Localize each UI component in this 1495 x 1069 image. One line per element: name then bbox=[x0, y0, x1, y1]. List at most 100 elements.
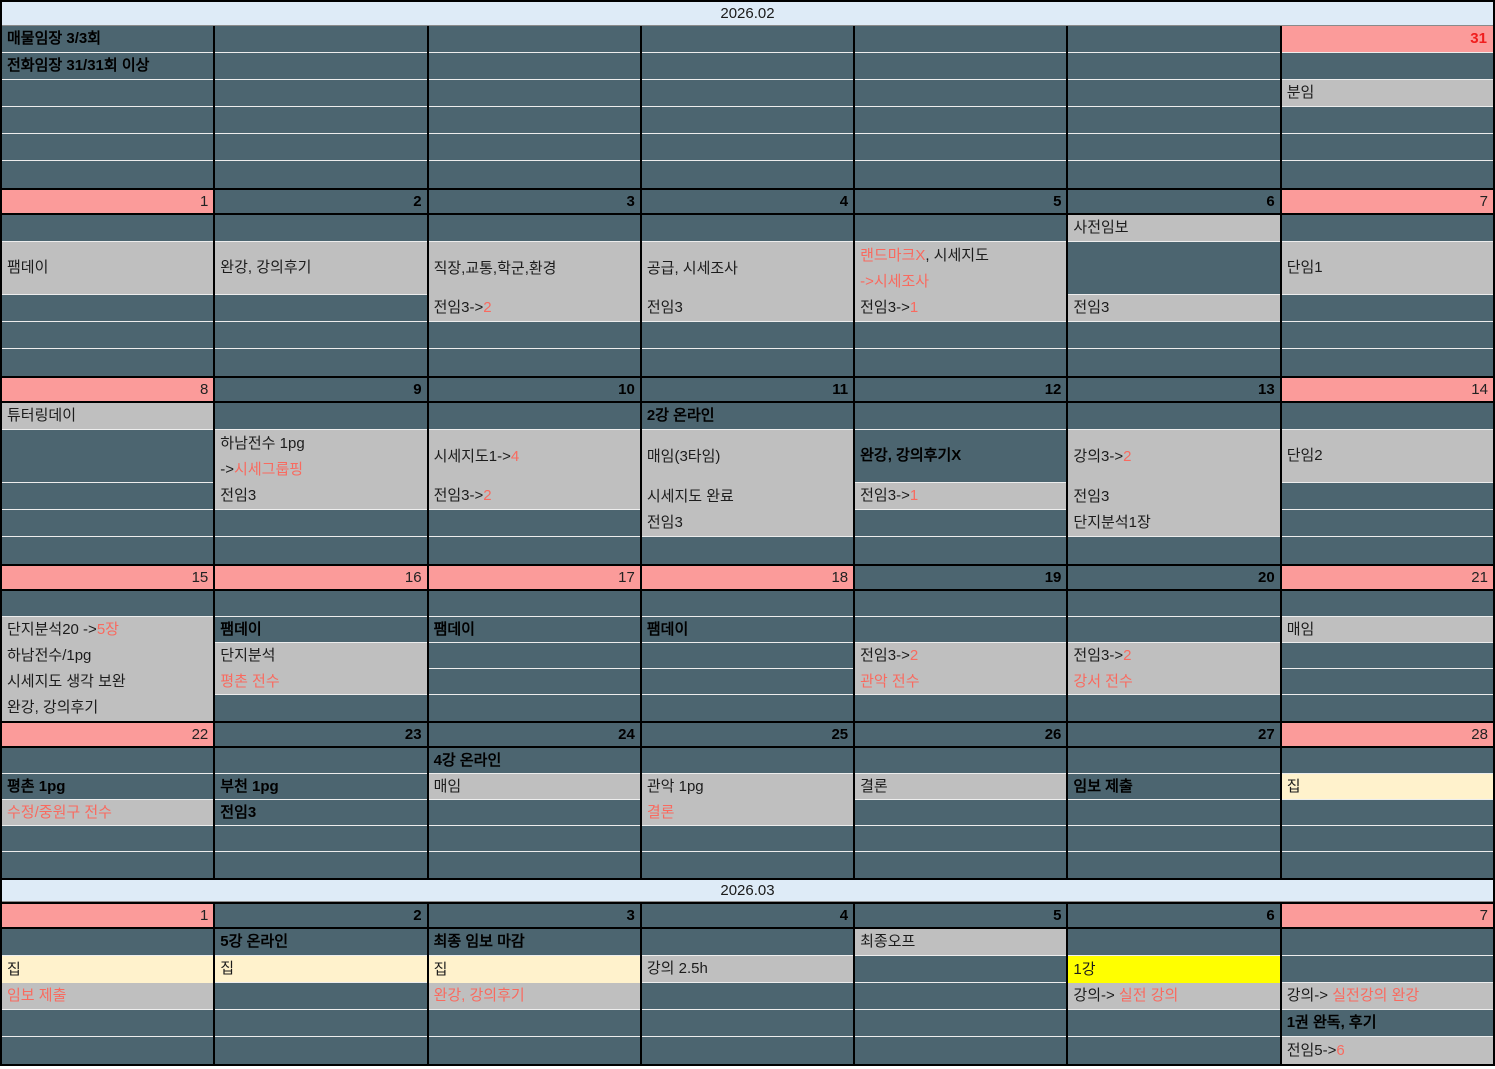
calendar-cell[interactable]: 전임5->6 bbox=[1281, 1037, 1493, 1064]
calendar-cell[interactable] bbox=[642, 537, 853, 564]
calendar-cell[interactable] bbox=[215, 134, 427, 161]
calendar-cell[interactable] bbox=[2, 349, 213, 376]
calendar-cell[interactable] bbox=[1068, 26, 1280, 53]
calendar-cell[interactable]: 튜터링데이 bbox=[2, 403, 214, 430]
calendar-cell[interactable] bbox=[215, 1037, 426, 1064]
calendar-cell[interactable] bbox=[2, 80, 214, 107]
calendar-cell[interactable] bbox=[1282, 161, 1493, 188]
calendar-cell[interactable] bbox=[642, 349, 853, 376]
calendar-cell[interactable] bbox=[428, 134, 640, 161]
calendar-cell[interactable] bbox=[2, 826, 214, 852]
calendar-cell[interactable] bbox=[855, 695, 1066, 721]
calendar-cell[interactable] bbox=[641, 1010, 854, 1037]
calendar-cell[interactable] bbox=[428, 800, 640, 826]
calendar-cell[interactable] bbox=[1068, 349, 1279, 376]
day-header-cell[interactable]: 1 bbox=[2, 904, 216, 927]
calendar-cell[interactable] bbox=[855, 852, 1066, 878]
calendar-cell[interactable] bbox=[429, 349, 640, 376]
calendar-cell[interactable] bbox=[2, 295, 214, 322]
calendar-cell[interactable] bbox=[1068, 617, 1280, 643]
calendar-cell[interactable]: 매임 bbox=[1281, 617, 1493, 643]
calendar-cell[interactable]: 팸데이 bbox=[215, 617, 427, 643]
day-header-cell[interactable]: 5 bbox=[855, 190, 1069, 213]
calendar-cell[interactable] bbox=[429, 852, 640, 878]
calendar-cell[interactable]: 완강, 강의후기 bbox=[428, 983, 640, 1010]
calendar-cell[interactable]: 집 bbox=[1281, 774, 1493, 800]
calendar-cell[interactable]: 전임3->2 관악 전수 bbox=[855, 643, 1067, 695]
calendar-cell[interactable] bbox=[1068, 403, 1280, 430]
calendar-cell[interactable] bbox=[1281, 403, 1493, 430]
calendar-cell[interactable] bbox=[2, 430, 214, 483]
calendar-cell[interactable] bbox=[1281, 800, 1493, 826]
calendar-cell[interactable] bbox=[855, 161, 1066, 188]
calendar-cell[interactable] bbox=[215, 349, 426, 376]
calendar-cell[interactable]: 단지분석 평촌 전수 bbox=[215, 643, 427, 695]
calendar-cell[interactable] bbox=[855, 537, 1066, 564]
calendar-cell[interactable]: 단지분석20 ->5장 하남전수/1pg 시세지도 생각 보완 완강, 강의후기 bbox=[2, 617, 214, 721]
calendar-cell[interactable] bbox=[215, 852, 426, 878]
calendar-cell[interactable] bbox=[855, 403, 1067, 430]
calendar-cell[interactable]: 단임1 bbox=[1281, 242, 1493, 295]
calendar-cell[interactable] bbox=[1281, 483, 1493, 510]
calendar-cell[interactable] bbox=[641, 134, 854, 161]
calendar-cell[interactable] bbox=[2, 107, 214, 134]
calendar-cell[interactable] bbox=[641, 826, 854, 852]
calendar-cell[interactable] bbox=[429, 1037, 640, 1064]
calendar-cell[interactable]: 완강, 강의후기 bbox=[215, 242, 427, 295]
calendar-cell[interactable] bbox=[855, 826, 1067, 852]
month-header[interactable]: 2026.02 bbox=[2, 2, 1493, 26]
calendar-cell[interactable] bbox=[641, 215, 854, 242]
calendar-cell[interactable] bbox=[855, 53, 1067, 80]
calendar-cell[interactable]: 임보 제출 bbox=[1068, 774, 1280, 800]
calendar-cell[interactable] bbox=[1068, 929, 1280, 956]
calendar-cell[interactable] bbox=[855, 1037, 1066, 1064]
calendar-cell[interactable] bbox=[855, 983, 1067, 1010]
calendar-cell[interactable] bbox=[642, 1037, 853, 1064]
calendar-cell[interactable] bbox=[1068, 591, 1280, 617]
calendar-cell[interactable] bbox=[1281, 215, 1493, 242]
calendar-cell[interactable]: 전임3 bbox=[641, 295, 854, 322]
calendar-cell[interactable]: 평촌 1pg bbox=[2, 774, 214, 800]
calendar-cell[interactable]: 단임2 bbox=[1281, 430, 1493, 483]
day-header-cell[interactable]: 3 bbox=[429, 190, 642, 213]
calendar-cell[interactable] bbox=[1068, 826, 1280, 852]
calendar-cell[interactable]: 매임(3타임) bbox=[641, 430, 854, 483]
calendar-cell[interactable] bbox=[641, 748, 854, 774]
day-header-cell[interactable]: 11 bbox=[642, 378, 856, 401]
calendar-cell[interactable]: 전임3->2 bbox=[428, 483, 640, 510]
calendar-cell[interactable] bbox=[2, 591, 214, 617]
calendar-cell[interactable]: 전화임장 31/31회 이상 bbox=[2, 53, 214, 80]
calendar-cell[interactable] bbox=[215, 215, 427, 242]
calendar-cell[interactable] bbox=[2, 215, 214, 242]
calendar-cell[interactable] bbox=[1281, 826, 1493, 852]
calendar-cell[interactable]: 전임3->2 bbox=[428, 295, 640, 322]
day-header-cell[interactable]: 16 bbox=[215, 566, 429, 589]
calendar-cell[interactable]: 팸데이 bbox=[428, 617, 640, 643]
calendar-cell[interactable] bbox=[215, 1010, 427, 1037]
calendar-cell[interactable] bbox=[2, 537, 213, 564]
calendar-cell[interactable] bbox=[2, 852, 213, 878]
calendar-cell[interactable]: 집 bbox=[2, 956, 214, 983]
calendar-cell[interactable] bbox=[1068, 1010, 1280, 1037]
calendar-cell[interactable]: 5강 온라인 bbox=[215, 929, 427, 956]
day-header-cell[interactable]: 5 bbox=[855, 904, 1069, 927]
calendar-cell[interactable] bbox=[428, 403, 640, 430]
calendar-cell[interactable] bbox=[1281, 134, 1493, 161]
calendar-cell[interactable] bbox=[641, 80, 854, 107]
calendar-cell[interactable]: 집 bbox=[428, 956, 640, 983]
calendar-cell[interactable] bbox=[1281, 669, 1493, 695]
calendar-cell[interactable] bbox=[2, 134, 214, 161]
calendar-cell[interactable] bbox=[855, 591, 1067, 617]
calendar-cell[interactable] bbox=[855, 800, 1067, 826]
day-header-cell[interactable]: 4 bbox=[642, 904, 856, 927]
calendar-cell[interactable]: 최종오프 bbox=[855, 929, 1067, 956]
calendar-cell[interactable] bbox=[1068, 852, 1279, 878]
calendar-cell[interactable] bbox=[1281, 956, 1493, 983]
calendar-cell[interactable] bbox=[215, 983, 427, 1010]
day-header-cell[interactable]: 2 bbox=[215, 904, 429, 927]
calendar-cell[interactable] bbox=[855, 956, 1067, 983]
calendar-cell[interactable] bbox=[215, 26, 427, 53]
day-header-cell[interactable]: 3 bbox=[429, 904, 642, 927]
day-header-cell[interactable]: 21 bbox=[1281, 566, 1493, 589]
day-header-cell[interactable]: 22 bbox=[2, 723, 216, 746]
